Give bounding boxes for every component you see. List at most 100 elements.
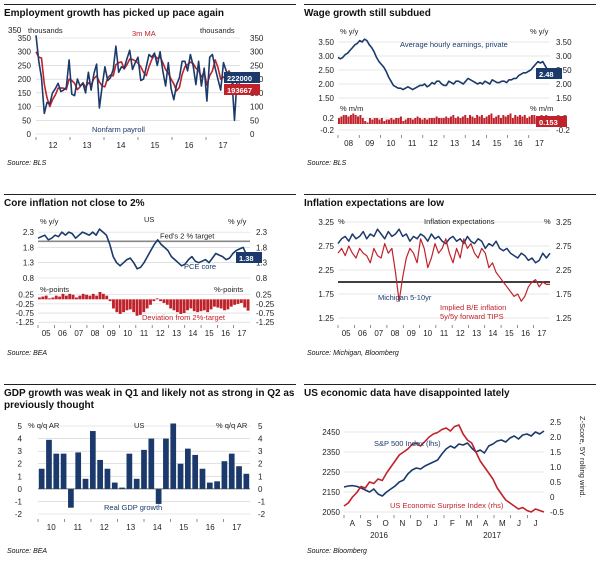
x-tick-label: 14: [188, 329, 197, 338]
x-tick-label: M: [466, 519, 473, 528]
x-tick-label: 07: [74, 329, 83, 338]
deviation-bar: [155, 298, 159, 300]
surprise-line: [343, 424, 545, 513]
y-tick-label: 2350: [322, 448, 340, 457]
x-tick-label: 11: [140, 329, 149, 338]
us-label: US: [144, 215, 154, 224]
mm-bar: [409, 118, 412, 124]
x-tick-label: 13: [172, 329, 181, 338]
mm-bar: [452, 115, 455, 124]
deviation-bar: [91, 293, 95, 300]
gdp-bar: [243, 473, 250, 489]
deviation-bar: [165, 299, 169, 305]
panel-inflation-expectations: Inflation expectations are low 1.25 1.25 1…: [304, 194, 596, 362]
mm-bar: [383, 121, 386, 124]
top-unit-left: % y/y: [40, 217, 59, 226]
panel-gdp: GDP growth was weak in Q1 and likely not…: [4, 384, 296, 564]
x-tick-label: 07: [374, 329, 383, 338]
y-tick-label-right: 3.25: [556, 218, 572, 227]
mm-bar: [476, 115, 479, 124]
y-tick-label: 0: [18, 485, 23, 494]
mm-bar: [502, 115, 505, 124]
gdp-bar: [53, 453, 60, 489]
gdp-bar: [60, 453, 67, 489]
left-unit-label: % q/q AR: [28, 421, 60, 430]
x-tick-label: 17: [219, 141, 228, 150]
gdp-bar: [126, 453, 133, 489]
panel-title: Core inflation not close to 2%: [4, 198, 145, 209]
top-unit-right: % y/y: [228, 217, 247, 226]
x-tick-label: 10: [423, 329, 432, 338]
x-tick-label: J: [534, 519, 538, 528]
x-tick-label: J: [434, 519, 438, 528]
panel-surprise: US economic data have disappointed latel…: [304, 384, 596, 564]
x-tick-label: 08: [391, 329, 400, 338]
y-tick-label-right: 1.25: [556, 314, 572, 323]
gdp-chart: -2 -2-1 -10 01 12 23 34 45 5% q/q AR% q/q ARUSRe…: [15, 421, 266, 532]
panel-rule-top: [4, 384, 296, 385]
deviation-bar: [135, 299, 139, 316]
gdp-bar: [148, 438, 155, 489]
x-tick-label: A: [483, 519, 489, 528]
gdp-bar: [163, 438, 169, 489]
deviation-bar: [81, 293, 85, 300]
gdp-bar: [38, 468, 45, 489]
gdp-bar: [119, 487, 125, 489]
y-tick-label: 2.75: [318, 242, 334, 251]
panel-rule-top: [304, 194, 596, 195]
hourly-earnings-label: Average hourly earnings, private: [400, 40, 508, 49]
mm-bar: [469, 115, 471, 124]
mm-bar: [390, 118, 393, 124]
deviation-bar: [196, 299, 200, 313]
panel-title: Inflation expectations are low: [304, 198, 445, 209]
mm-bar: [407, 118, 410, 124]
x-tick-label: 11: [440, 329, 449, 338]
right-y-tick: 2.0: [550, 433, 562, 442]
gdp-bar: [221, 461, 228, 489]
end-value-badge: [224, 72, 260, 83]
x-tick-label: 17: [535, 139, 544, 148]
y-tick-label-right: 1.75: [556, 290, 572, 299]
y-tick-label-right: 1: [258, 472, 263, 481]
x-tick-label: 14: [117, 141, 126, 150]
right-y-tick: 0.5: [550, 478, 562, 487]
y-tick-label: 3.00: [318, 52, 334, 61]
mm-bar: [523, 115, 526, 124]
y-tick-label: 2: [18, 460, 23, 469]
mm-bar: [378, 119, 381, 124]
gdp-bar: [228, 453, 235, 489]
core-inflation-chart: 0.8 0.8 1.3 1.3 1.8 1.8 2.3 2.3 % y/y % y/y Fed's …: [16, 215, 275, 338]
panel-title: GDP growth was weak in Q1 and likely not…: [4, 388, 295, 411]
gdp-bar: [170, 423, 177, 489]
y-tick-label: 1.75: [318, 290, 334, 299]
bottom-y-tick-right: -0.25: [256, 300, 275, 309]
year-label: 2016: [370, 531, 388, 540]
wage-chart: 1.50 1.50 2.00 2.00 2.50 2.50 3.00 3.00 3.50 3.50…: [318, 27, 572, 148]
gdp-bar: [89, 431, 96, 489]
payroll-line: [35, 35, 241, 122]
deviation-bar: [132, 299, 136, 313]
deviation-bar: [51, 297, 55, 300]
deviation-bar: [122, 299, 125, 313]
deviation-label: Deviation from 2%-target: [142, 313, 226, 322]
gdp-bar: [97, 459, 103, 489]
mm-bar: [411, 119, 414, 124]
deviation-bar: [209, 299, 213, 310]
mm-bar: [347, 116, 350, 124]
x-tick-label: O: [383, 519, 389, 528]
panel-source: Source: Michigan, Bloomberg: [307, 350, 399, 357]
x-tick-label: 11: [408, 139, 417, 148]
y-tick-label-right: 250: [250, 61, 264, 70]
top-unit-left: % y/y: [340, 27, 359, 36]
gdp-bar: [192, 454, 199, 489]
bottom-y-tick: 0.25: [18, 291, 34, 300]
deviation-bar: [125, 299, 129, 311]
deviation-bar: [58, 296, 62, 300]
mm-bar: [514, 115, 517, 124]
x-tick-label: 09: [365, 139, 374, 148]
y-tick-label-right: 0: [258, 485, 263, 494]
deviation-bar: [206, 299, 210, 313]
deviation-bar: [179, 299, 183, 314]
x-tick-label: 16: [185, 141, 194, 150]
y-tick-label: 50: [22, 116, 31, 125]
